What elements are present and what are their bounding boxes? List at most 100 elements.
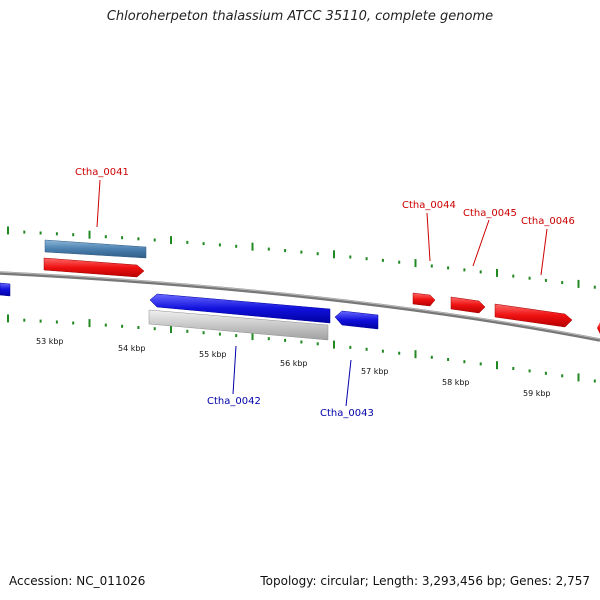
upper-tick-ruler bbox=[7, 226, 596, 289]
genome-backbone-highlight bbox=[0, 271, 600, 340]
upper-ruler-minor-tick bbox=[463, 268, 466, 272]
gene-ctha-0044[interactable] bbox=[412, 292, 436, 307]
upper-ruler-minor-tick bbox=[137, 237, 140, 241]
label-ctha-0043[interactable]: Ctha_0043 bbox=[320, 408, 374, 419]
upper-ruler-major-tick bbox=[88, 230, 91, 239]
kbp-label-56: 56 kbp bbox=[280, 359, 308, 368]
lower-ruler-minor-tick bbox=[186, 329, 189, 333]
upper-ruler-minor-tick bbox=[300, 250, 303, 254]
upper-ruler-minor-tick bbox=[23, 230, 26, 234]
upper-ruler-minor-tick bbox=[528, 276, 531, 280]
upper-ruler-minor-tick bbox=[365, 257, 368, 261]
upper-ruler-minor-tick bbox=[561, 281, 564, 285]
lower-ruler-minor-tick bbox=[137, 326, 140, 329]
leader-ctha-0041 bbox=[96, 179, 101, 228]
upper-ruler-major-tick bbox=[7, 226, 9, 235]
lower-ruler-minor-tick bbox=[39, 319, 42, 323]
kbp-label-58: 58 kbp bbox=[442, 378, 470, 387]
gene-ctha-0046[interactable] bbox=[494, 303, 573, 328]
upper-ruler-minor-tick bbox=[186, 240, 189, 244]
kbp-label-53: 53 kbp bbox=[36, 337, 64, 346]
lower-ruler-minor-tick bbox=[365, 347, 368, 351]
lower-ruler-minor-tick bbox=[23, 318, 26, 322]
upper-ruler-minor-tick bbox=[430, 264, 433, 268]
upper-ruler-minor-tick bbox=[544, 278, 547, 282]
upper-ruler-minor-tick bbox=[512, 274, 515, 278]
lower-ruler-minor-tick bbox=[55, 320, 58, 324]
upper-ruler-minor-tick bbox=[104, 235, 107, 239]
accession-text: Accession: NC_011026 bbox=[9, 574, 146, 588]
gene-ctha-0041[interactable] bbox=[43, 257, 145, 278]
gene-ctha-0043[interactable] bbox=[334, 310, 379, 330]
upper-ruler-minor-tick bbox=[447, 266, 450, 270]
lower-ruler-minor-tick bbox=[153, 327, 156, 331]
leader-ctha-0045 bbox=[472, 219, 490, 267]
upper-ruler-minor-tick bbox=[398, 260, 401, 264]
lower-ruler-major-tick bbox=[251, 332, 254, 341]
upper-ruler-minor-tick bbox=[235, 244, 238, 248]
lower-ruler-major-tick bbox=[496, 361, 498, 370]
topology-text: Topology: circular; Length: 3,293,456 bp… bbox=[260, 574, 590, 588]
gene-partial-left[interactable] bbox=[0, 282, 11, 297]
label-ctha-0044[interactable]: Ctha_0044 bbox=[402, 200, 456, 211]
upper-ruler-minor-tick bbox=[72, 233, 75, 237]
lower-ruler-minor-tick bbox=[121, 324, 124, 328]
lower-ruler-minor-tick bbox=[316, 342, 319, 346]
upper-ruler-major-tick bbox=[496, 268, 498, 277]
upper-ruler-major-tick bbox=[170, 236, 172, 245]
leader-ctha-0042 bbox=[232, 345, 237, 395]
lower-tick-ruler bbox=[7, 314, 596, 383]
upper-ruler-minor-tick bbox=[316, 252, 319, 256]
gene-partial-right[interactable] bbox=[597, 322, 600, 334]
upper-ruler-major-tick bbox=[414, 259, 417, 268]
upper-ruler-minor-tick bbox=[121, 236, 124, 240]
label-ctha-0046[interactable]: Ctha_0046 bbox=[521, 216, 575, 227]
pseudogene-reverse[interactable] bbox=[148, 309, 329, 341]
lower-ruler-minor-tick bbox=[512, 367, 515, 370]
lower-ruler-minor-tick bbox=[479, 362, 482, 366]
lower-ruler-minor-tick bbox=[447, 358, 450, 361]
upper-ruler-major-tick bbox=[333, 250, 335, 259]
lower-ruler-minor-tick bbox=[235, 334, 238, 338]
kbp-label-59: 59 kbp bbox=[523, 389, 551, 398]
upper-ruler-minor-tick bbox=[39, 231, 42, 235]
lower-ruler-minor-tick bbox=[430, 355, 433, 359]
lower-ruler-major-tick bbox=[414, 350, 417, 359]
kbp-label-55: 55 kbp bbox=[199, 350, 227, 359]
lower-ruler-minor-tick bbox=[104, 323, 107, 327]
genome-backbone bbox=[0, 271, 600, 342]
kbp-label-54: 54 kbp bbox=[118, 344, 146, 353]
upper-ruler-major-tick bbox=[251, 242, 254, 251]
leader-ctha-0043 bbox=[345, 359, 352, 407]
upper-ruler-minor-tick bbox=[218, 243, 221, 247]
rna-feature-forward[interactable] bbox=[44, 239, 147, 259]
lower-ruler-minor-tick bbox=[528, 369, 531, 373]
lower-ruler-minor-tick bbox=[544, 371, 547, 375]
lower-ruler-minor-tick bbox=[398, 351, 401, 355]
upper-ruler-minor-tick bbox=[349, 255, 352, 259]
lower-ruler-major-tick bbox=[170, 325, 172, 333]
leader-ctha-0044 bbox=[426, 212, 431, 262]
label-ctha-0041[interactable]: Ctha_0041 bbox=[75, 167, 129, 178]
lower-ruler-minor-tick bbox=[72, 321, 75, 325]
lower-ruler-minor-tick bbox=[218, 332, 221, 336]
label-ctha-0042[interactable]: Ctha_0042 bbox=[207, 396, 261, 407]
upper-ruler-major-tick bbox=[577, 279, 580, 288]
lower-ruler-minor-tick bbox=[349, 345, 352, 349]
upper-ruler-minor-tick bbox=[202, 242, 205, 246]
lower-ruler-minor-tick bbox=[202, 331, 205, 335]
label-ctha-0045[interactable]: Ctha_0045 bbox=[463, 208, 517, 219]
upper-ruler-minor-tick bbox=[267, 247, 270, 251]
genome-title: Chloroherpeton thalassium ATCC 35110, co… bbox=[106, 9, 494, 24]
upper-ruler-minor-tick bbox=[593, 285, 596, 289]
upper-ruler-minor-tick bbox=[381, 258, 384, 262]
lower-ruler-minor-tick bbox=[381, 349, 384, 353]
lower-ruler-minor-tick bbox=[300, 340, 303, 344]
upper-ruler-minor-tick bbox=[153, 238, 156, 242]
gene-ctha-0045[interactable] bbox=[450, 296, 486, 314]
lower-ruler-minor-tick bbox=[463, 360, 466, 364]
lower-ruler-minor-tick bbox=[593, 379, 596, 383]
gene-ctha-0042[interactable] bbox=[149, 293, 331, 324]
